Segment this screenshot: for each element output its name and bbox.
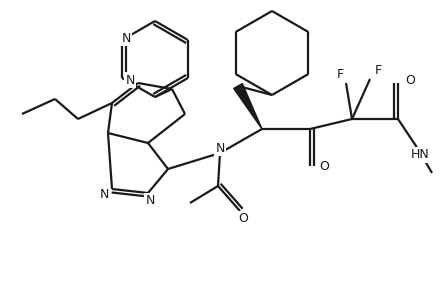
Text: N: N [145,194,155,207]
Text: N: N [99,187,109,201]
Text: F: F [374,65,381,78]
Text: N: N [125,74,135,87]
Text: N: N [215,142,225,155]
Text: O: O [238,212,248,225]
Polygon shape [234,83,262,129]
Text: HN: HN [411,148,429,162]
Text: F: F [337,69,344,81]
Text: O: O [319,160,329,173]
Text: O: O [405,74,415,87]
Text: N: N [121,31,131,44]
